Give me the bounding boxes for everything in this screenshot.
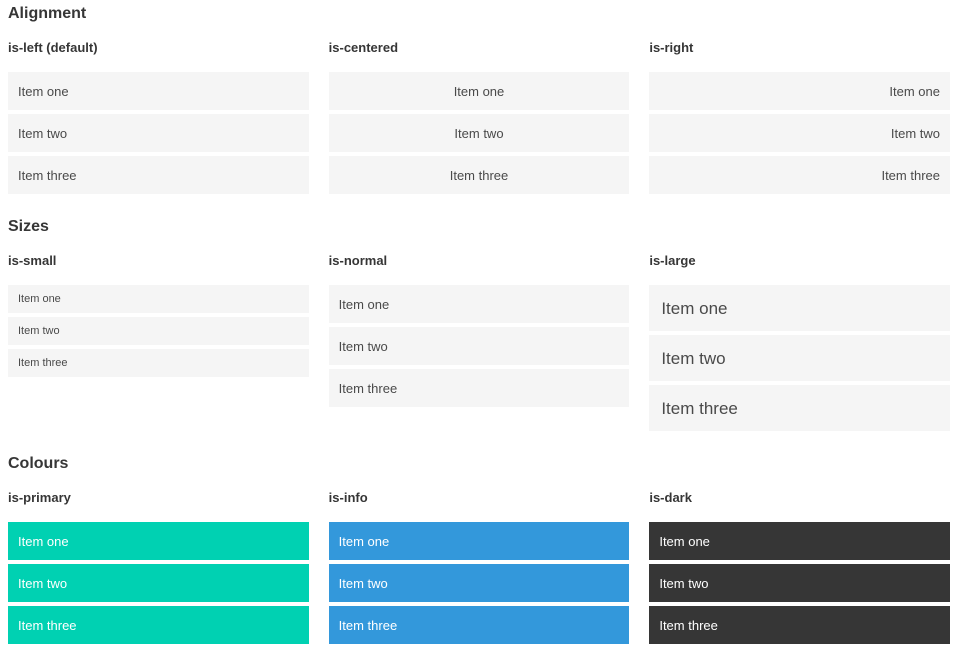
list-item: Item two bbox=[649, 335, 950, 381]
group-is-right: is-right Item one Item two Item three bbox=[649, 24, 950, 198]
list-item: Item one bbox=[8, 72, 309, 110]
group-label: is-small bbox=[8, 253, 57, 268]
list-item: Item three bbox=[649, 606, 950, 644]
section-alignment: Alignment is-left (default) Item one Ite… bbox=[8, 4, 950, 198]
list-item: Item two bbox=[328, 327, 630, 365]
group-is-dark: is-dark Item one Item two Item three bbox=[649, 474, 950, 648]
list-item: Item two bbox=[328, 564, 630, 602]
group-label: is-left (default) bbox=[8, 40, 98, 55]
section-sizes: Sizes is-small Item one Item two Item th… bbox=[8, 217, 950, 435]
list-item: Item three bbox=[649, 385, 950, 431]
list-item: Item two bbox=[8, 317, 309, 345]
group-label: is-large bbox=[649, 253, 696, 268]
group-label: is-info bbox=[328, 490, 368, 505]
group-is-info: is-info Item one Item two Item three bbox=[328, 474, 630, 648]
list-item: Item three bbox=[8, 606, 309, 644]
section-colours: Colours is-primary Item one Item two Ite… bbox=[8, 454, 950, 648]
list-primary: Item one Item two Item three bbox=[8, 522, 309, 644]
list-item: Item one bbox=[649, 522, 950, 560]
list-item: Item three bbox=[8, 349, 309, 377]
list-item: Item three bbox=[328, 606, 630, 644]
list-item: Item one bbox=[649, 72, 950, 110]
list-item: Item two bbox=[8, 564, 309, 602]
list-right-aligned: Item one Item two Item three bbox=[649, 72, 950, 194]
list-item: Item three bbox=[328, 369, 630, 407]
section-title: Colours bbox=[8, 455, 69, 472]
group-is-left: is-left (default) Item one Item two Item… bbox=[8, 24, 309, 198]
list-left-aligned: Item one Item two Item three bbox=[8, 72, 309, 194]
section-title: Sizes bbox=[8, 218, 49, 235]
group-label: is-primary bbox=[8, 490, 71, 505]
list-item: Item two bbox=[649, 564, 950, 602]
list-normal: Item one Item two Item three bbox=[328, 285, 630, 407]
group-label: is-dark bbox=[649, 490, 692, 505]
list-item: Item two bbox=[8, 114, 309, 152]
list-item: Item one bbox=[8, 522, 309, 560]
list-item: Item one bbox=[328, 522, 630, 560]
group-is-primary: is-primary Item one Item two Item three bbox=[8, 474, 309, 648]
list-item: Item one bbox=[649, 285, 950, 331]
list-item: Item three bbox=[649, 156, 950, 194]
group-is-large: is-large Item one Item two Item three bbox=[649, 237, 950, 435]
group-is-centered: is-centered Item one Item two Item three bbox=[328, 24, 630, 198]
list-item: Item three bbox=[328, 156, 630, 194]
list-item: Item three bbox=[8, 156, 309, 194]
group-label: is-normal bbox=[328, 253, 388, 268]
list-center-aligned: Item one Item two Item three bbox=[328, 72, 630, 194]
group-is-normal: is-normal Item one Item two Item three bbox=[328, 237, 630, 411]
section-title: Alignment bbox=[8, 5, 87, 22]
alignment-grid: is-left (default) Item one Item two Item… bbox=[8, 24, 950, 198]
list-item: Item one bbox=[328, 72, 630, 110]
colours-grid: is-primary Item one Item two Item three … bbox=[8, 474, 950, 648]
list-small: Item one Item two Item three bbox=[8, 285, 309, 377]
list-large: Item one Item two Item three bbox=[649, 285, 950, 431]
list-item: Item one bbox=[328, 285, 630, 323]
list-item: Item two bbox=[649, 114, 950, 152]
list-info: Item one Item two Item three bbox=[328, 522, 630, 644]
sizes-grid: is-small Item one Item two Item three is… bbox=[8, 237, 950, 435]
group-is-small: is-small Item one Item two Item three bbox=[8, 237, 309, 381]
group-label: is-centered bbox=[328, 40, 399, 55]
group-label: is-right bbox=[649, 40, 694, 55]
list-dark: Item one Item two Item three bbox=[649, 522, 950, 644]
list-item: Item one bbox=[8, 285, 309, 313]
list-item: Item two bbox=[328, 114, 630, 152]
